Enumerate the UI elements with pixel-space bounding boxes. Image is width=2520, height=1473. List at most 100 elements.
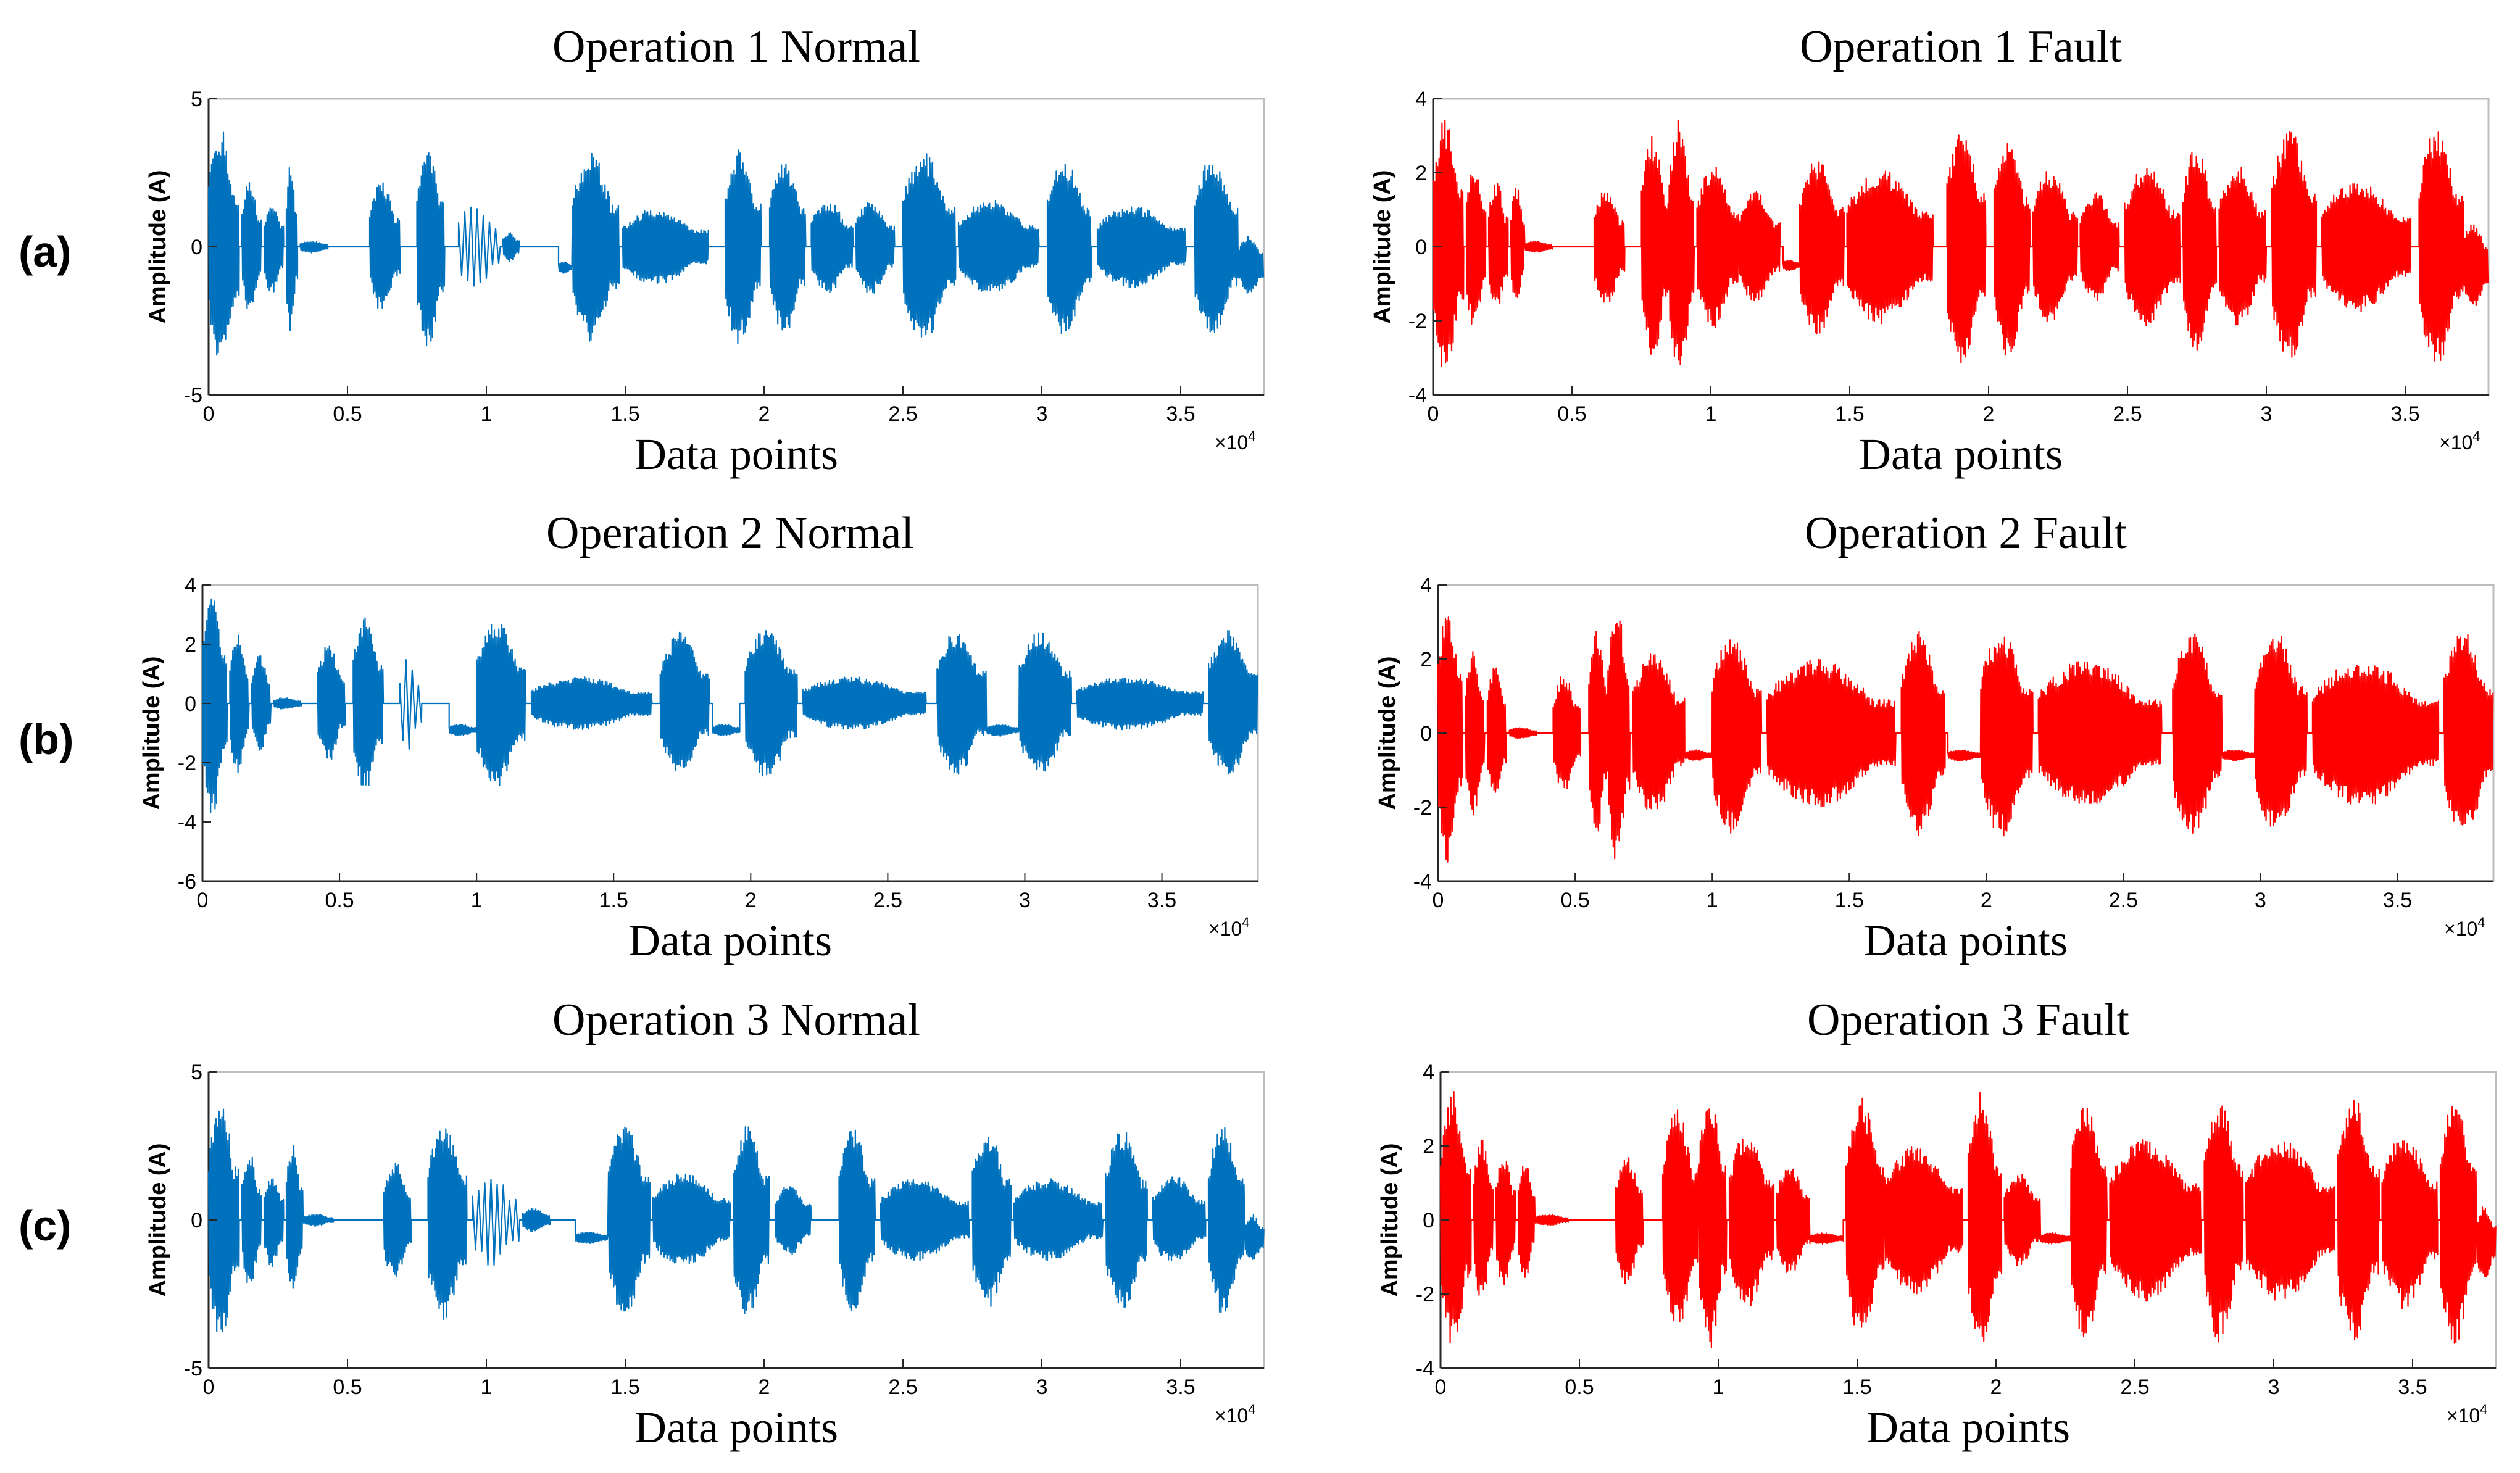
x-axis-label: Data points <box>1864 916 2068 965</box>
x-tick-label: 3.5 <box>1147 889 1176 912</box>
y-tick-label: 4 <box>1423 1061 1434 1084</box>
x-tick-label: 3.5 <box>2398 1375 2427 1399</box>
x-tick-label: 3 <box>1019 889 1031 912</box>
x-tick-label: 2.5 <box>2109 889 2138 912</box>
y-tick-label: -2 <box>178 752 196 775</box>
x-tick-label: 0.5 <box>1565 1375 1594 1399</box>
x-tick-label: 1 <box>471 889 483 912</box>
row-label-b: (b) <box>19 715 73 763</box>
y-axis-label: Amplitude (A) <box>145 1143 171 1297</box>
x-tick-label: 1.5 <box>1835 889 1864 912</box>
x-tick-label: 0 <box>1433 889 1444 912</box>
x-tick-label: 1.5 <box>610 402 639 426</box>
x-tick-label: 3.5 <box>2383 889 2412 912</box>
y-tick-label: -2 <box>1408 310 1427 333</box>
signal-trace <box>1439 1091 2497 1348</box>
chart-title: Operation 3 Normal <box>552 995 920 1045</box>
x-tick-label: 3 <box>1036 1375 1048 1399</box>
x-tick-label: 3 <box>2261 402 2273 426</box>
x-tick-label: 1 <box>1707 889 1718 912</box>
y-tick-label: 2 <box>185 633 196 657</box>
x-tick-label: 2.5 <box>888 402 917 426</box>
x-tick-label: 1.5 <box>610 1375 639 1399</box>
x-tick-label: 0.5 <box>1557 402 1586 426</box>
y-tick-label: -5 <box>184 384 202 407</box>
x-tick-label: 2.5 <box>873 889 902 912</box>
x-tick-label: 1.5 <box>1835 402 1864 426</box>
y-tick-label: 4 <box>1415 88 1427 111</box>
y-tick-label: 4 <box>185 574 196 597</box>
x-tick-label: 1.5 <box>599 889 628 912</box>
signal-trace <box>1437 616 2494 863</box>
chart-title: Operation 1 Fault <box>1800 22 2122 72</box>
x-tick-label: 3 <box>2268 1375 2280 1399</box>
y-tick-label: 2 <box>1420 648 1432 671</box>
y-tick-label: -4 <box>1413 870 1432 894</box>
y-axis-label: Amplitude (A) <box>1370 170 1395 323</box>
x-tick-label: 0 <box>203 402 215 426</box>
y-tick-label: 0 <box>185 692 196 716</box>
y-axis-label: Amplitude (A) <box>145 170 171 323</box>
chart-title: Operation 3 Fault <box>1807 995 2129 1045</box>
y-tick-label: 2 <box>1423 1135 1434 1158</box>
row-label-a: (a) <box>19 228 72 276</box>
x-tick-label: 2 <box>759 1375 770 1399</box>
x-tick-label: 2 <box>745 889 757 912</box>
signal-trace <box>207 1108 1265 1332</box>
y-tick-label: 4 <box>1420 574 1432 597</box>
y-tick-label: -5 <box>184 1357 202 1380</box>
x-tick-label: 3 <box>2255 889 2266 912</box>
y-tick-label: 0 <box>1415 236 1427 259</box>
y-axis-label: Amplitude (A) <box>1374 656 1400 810</box>
signal-trace <box>1432 119 2489 367</box>
row-label-c: (c) <box>19 1201 72 1250</box>
x-tick-label: 3 <box>1036 402 1048 426</box>
x-tick-label: 2 <box>1981 889 1992 912</box>
x-tick-label: 2.5 <box>2113 402 2142 426</box>
y-tick-label: 5 <box>191 1061 202 1084</box>
chart-title: Operation 1 Normal <box>552 22 920 72</box>
x-tick-label: 3.5 <box>1166 1375 1195 1399</box>
x-tick-label: 0.5 <box>333 402 362 426</box>
x-axis-label: Data points <box>634 1403 838 1452</box>
y-tick-label: 0 <box>191 236 202 259</box>
chart-panel-2: Operation 1 Fault 0 0.5 1 1.5 2 2.5 3 3.5 -4 -2 0 2 4… <box>1370 22 2490 479</box>
x-tick-label: 3.5 <box>1166 402 1195 426</box>
signal-trace <box>207 131 1265 356</box>
y-tick-label: 0 <box>191 1209 202 1232</box>
y-tick-label: 0 <box>1423 1209 1434 1232</box>
x-tick-label: 0 <box>1435 1375 1447 1399</box>
x-tick-label: 2.5 <box>888 1375 917 1399</box>
y-tick-label: -4 <box>178 811 196 834</box>
chart-panel-4: Operation 2 Fault 0 0.5 1 1.5 2 2.5 3 3.5 -4 -2 0 2 4… <box>1374 508 2495 965</box>
y-tick-label: 5 <box>191 88 202 111</box>
chart-panel-3: Operation 2 Normal 0 0.5 1 1.5 2 2.5 3 3.5 -6 -4 -2… <box>139 508 1259 965</box>
x-tick-label: 1 <box>1713 1375 1724 1399</box>
x-tick-label: 2 <box>1990 1375 2002 1399</box>
y-tick-label: -6 <box>178 870 196 894</box>
x-axis-label: Data points <box>1866 1403 2070 1452</box>
y-tick-label: -2 <box>1413 796 1432 819</box>
x-tick-label: 1.5 <box>1842 1375 1871 1399</box>
x-axis-label: Data points <box>1859 429 2063 479</box>
x-tick-label: 0 <box>197 889 209 912</box>
x-tick-label: 1 <box>481 1375 493 1399</box>
chart-panel-6: Operation 3 Fault 0 0.5 1 1.5 2 2.5 3 3.5 -4 -2 0 2 4… <box>1377 995 2497 1452</box>
x-tick-label: 2 <box>1983 402 1995 426</box>
y-tick-label: -4 <box>1408 384 1427 407</box>
x-tick-label: 0 <box>203 1375 215 1399</box>
chart-title: Operation 2 Normal <box>546 508 914 558</box>
x-tick-label: 0.5 <box>325 889 354 912</box>
x-exponent-label: ×104 <box>1215 1401 1256 1427</box>
x-tick-label: 2 <box>759 402 770 426</box>
x-tick-label: 0.5 <box>333 1375 362 1399</box>
x-tick-label: 2.5 <box>2120 1375 2149 1399</box>
x-axis-label: Data points <box>634 429 838 479</box>
x-tick-label: 1 <box>481 402 493 426</box>
y-tick-label: -4 <box>1416 1357 1434 1380</box>
signal-trace <box>201 598 1258 813</box>
